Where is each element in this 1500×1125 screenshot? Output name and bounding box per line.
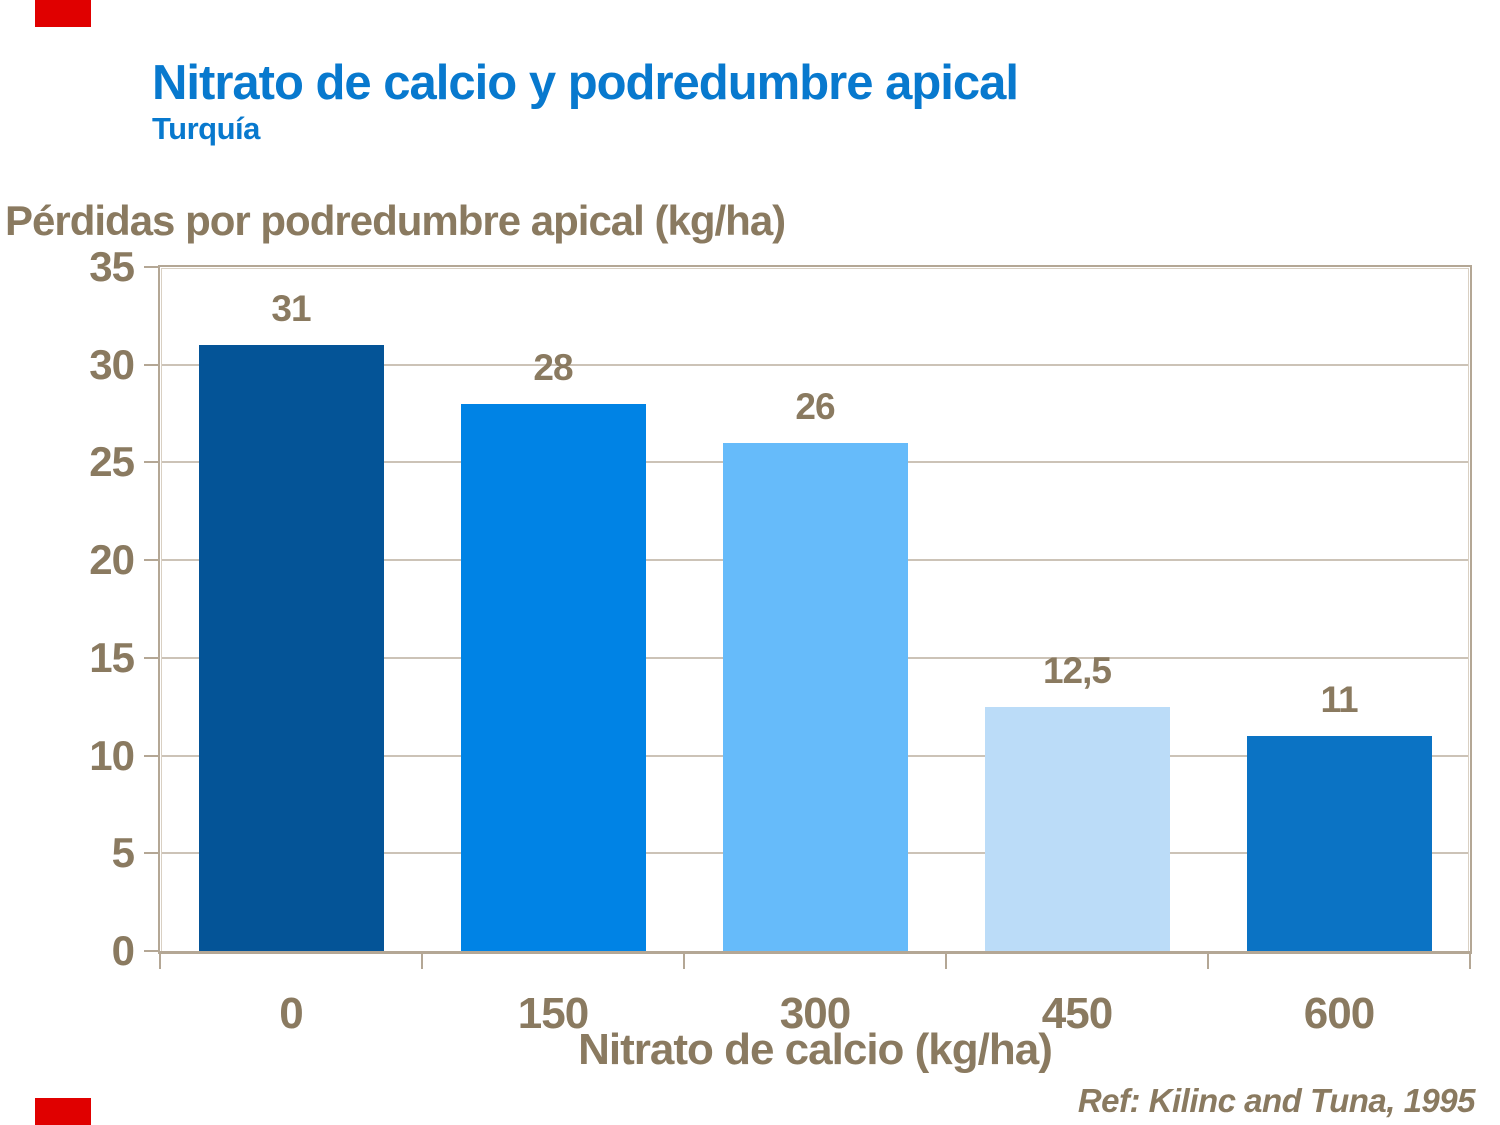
bar-value-label: 31 [271,288,311,330]
chart-subtitle: Turquía [152,111,260,146]
x-axis-tick [421,954,423,969]
y-axis-tick [144,461,160,464]
bar [198,345,384,951]
red-flag-top-decoration [35,0,91,27]
y-axis-tick [144,559,160,562]
bar [460,403,646,951]
reference-citation: Ref: Kilinc and Tuna, 1995 [1077,1082,1476,1119]
bar-value-label: 11 [1320,679,1358,721]
x-axis-tick [159,954,161,969]
y-axis-title: Pérdidas por podredumbre apical (kg/ha) [5,197,786,244]
gridline [160,363,1470,366]
y-tick-label: 25 [89,438,135,486]
red-flag-bottom-decoration [35,1098,91,1125]
y-tick-label: 30 [89,340,135,388]
y-tick-label: 35 [89,243,135,290]
y-axis-tick [144,950,160,952]
x-axis-tick [1469,954,1471,969]
x-category-label: 0 [279,989,303,1038]
y-tick-label: 15 [89,633,135,681]
x-axis-tick [1207,954,1209,969]
y-tick-label: 20 [89,536,135,584]
x-category-label: 300 [779,989,851,1038]
y-axis-tick [144,266,160,268]
bar-value-label: 12,5 [1042,649,1112,691]
x-category-label: 600 [1303,989,1375,1038]
x-axis-title: Nitrato de calcio (kg/ha) [578,1025,1053,1074]
chart-title: Nitrato de calcio y podredumbre apical [152,56,1019,110]
x-category-label: 450 [1041,989,1113,1038]
bar [984,706,1170,951]
x-category-label: 150 [517,989,589,1038]
y-axis-tick [144,656,160,659]
y-tick-label: 0 [111,927,135,974]
x-axis-tick [945,954,947,969]
x-axis-tick [683,954,685,969]
y-axis-tick [144,363,160,366]
bar-value-label: 28 [533,346,573,388]
y-axis-tick [144,754,160,757]
bar [1246,736,1432,951]
bar-value-label: 26 [795,385,835,427]
plot-area-frame [158,265,1472,954]
y-tick-label: 10 [89,731,135,779]
bar [722,442,908,951]
y-axis-tick [144,852,160,855]
y-tick-label: 5 [111,829,135,877]
